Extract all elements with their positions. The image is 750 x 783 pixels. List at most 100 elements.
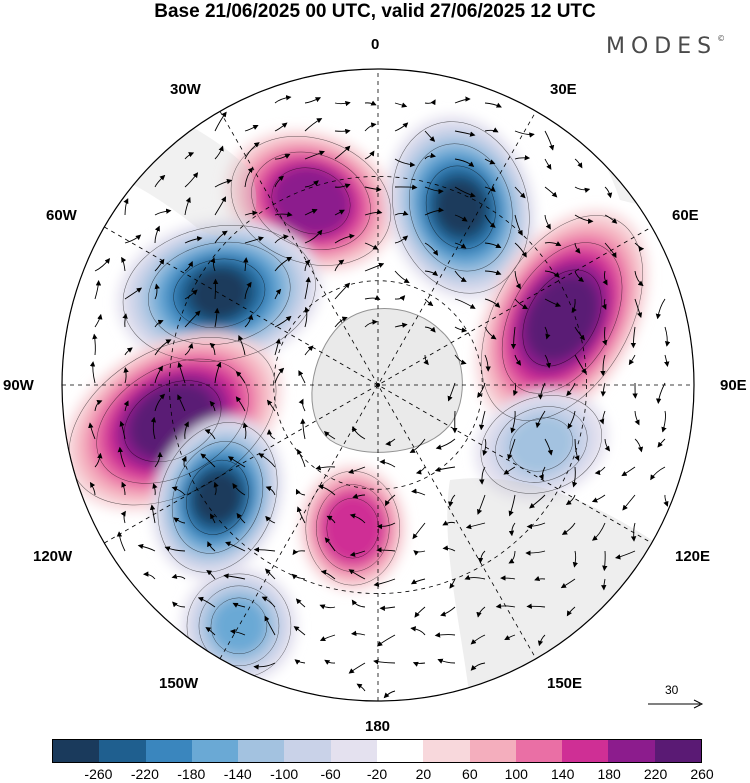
wind-vector	[412, 522, 426, 540]
lon-label-60w: 60W	[46, 207, 77, 224]
wind-vector	[304, 259, 311, 272]
wind-vector	[464, 574, 486, 580]
wind-vector	[184, 236, 203, 244]
wind-vector	[655, 298, 666, 320]
wind-vector	[634, 410, 640, 426]
colorbar-segment	[53, 740, 100, 762]
wind-vector	[514, 130, 535, 138]
wind-vector	[503, 466, 516, 475]
contour-line	[123, 380, 222, 463]
wind-vector	[373, 659, 396, 665]
wind-vector	[373, 578, 396, 587]
wind-vector	[334, 282, 351, 300]
contour-line	[198, 585, 280, 667]
wind-vector	[209, 400, 216, 412]
wind-vector	[214, 361, 222, 384]
wind-vector	[356, 683, 366, 692]
contour-line	[148, 241, 291, 345]
negative-anomaly-contour	[507, 414, 576, 475]
wind-vector	[171, 573, 186, 580]
wind-vector	[210, 257, 216, 272]
wind-vector	[544, 130, 555, 151]
wind-vector	[177, 394, 186, 412]
wind-vector	[544, 298, 562, 308]
wind-vector	[121, 481, 127, 496]
contour-line	[481, 215, 643, 421]
wind-vector	[349, 550, 366, 557]
wind-vector	[274, 153, 291, 160]
wind-vector	[296, 506, 306, 524]
wind-vector	[294, 659, 306, 665]
wind-vector	[449, 578, 456, 589]
colorbar-segment	[191, 740, 239, 762]
wind-vector	[661, 410, 667, 433]
wind-vector	[94, 399, 103, 412]
wind-vector	[394, 122, 409, 132]
wind-vector	[440, 606, 456, 617]
wind-vector	[599, 410, 606, 425]
colorbar-tick-label: -140	[223, 766, 252, 782]
negative-anomaly-contour	[210, 597, 267, 654]
wind-vector	[478, 410, 486, 431]
wind-vector	[454, 96, 471, 104]
wind-vector	[484, 354, 491, 372]
wind-vector	[223, 573, 246, 580]
wind-vector	[364, 122, 377, 132]
wind-vector	[149, 504, 156, 524]
wind-vector	[574, 438, 580, 462]
wind-vector	[94, 313, 103, 328]
wind-vector	[300, 418, 306, 440]
wind-vector	[154, 393, 166, 412]
wind-vector	[514, 186, 526, 199]
vector-scale-value: 30	[665, 683, 679, 697]
colorbar-segment	[562, 740, 609, 762]
wind-vector	[394, 102, 408, 108]
wind-vector	[214, 178, 233, 188]
wind-vector	[544, 186, 558, 198]
wind-vector	[315, 465, 336, 471]
wind-vector	[236, 512, 246, 524]
wind-vector	[454, 298, 476, 309]
lon-label-30e: 30E	[550, 81, 577, 98]
wind-vector	[574, 158, 583, 169]
wind-vector	[243, 257, 249, 272]
wind-vector	[514, 270, 521, 290]
wind-vector	[628, 354, 636, 366]
colorbar-tick-label: 60	[462, 766, 478, 782]
wind-vector	[566, 382, 576, 397]
wind-vector	[414, 606, 426, 618]
wind-vector	[482, 438, 488, 456]
wind-vector	[213, 481, 219, 496]
wind-vector	[561, 522, 576, 535]
wind-vector	[364, 150, 375, 160]
wind-vector	[364, 186, 382, 193]
map-title: Base 21/06/2025 00 UTC, valid 27/06/2025…	[154, 1, 596, 22]
lon-label-60e: 60E	[672, 207, 699, 224]
wind-vector	[351, 599, 366, 608]
lon-label-30w: 30W	[170, 81, 201, 98]
wind-vector	[544, 241, 562, 247]
positive-anomaly-contour	[327, 501, 378, 556]
wind-vector	[454, 158, 475, 167]
colorbar-tick-label: -20	[366, 766, 388, 782]
copyright-mark: ©	[717, 34, 726, 43]
wind-vector	[334, 100, 351, 107]
lon-label-150w: 150W	[159, 675, 199, 692]
colorbar-ticks: -260 -220 -180 -140 -100 -60 -20 20 60 100 140 180 2…	[0, 766, 750, 783]
negative-anomaly-contour	[192, 470, 243, 525]
wind-vector	[383, 690, 396, 699]
wind-vector	[470, 662, 486, 671]
wind-vector	[376, 634, 396, 647]
wind-vector	[565, 494, 576, 506]
wind-vector	[600, 382, 606, 397]
wind-vector	[209, 342, 216, 356]
brand-text: MODES	[606, 34, 718, 59]
wind-vector	[465, 522, 486, 530]
wind-vector	[214, 196, 227, 216]
wind-vector	[334, 183, 351, 189]
wind-vector	[484, 102, 502, 108]
wind-vector	[265, 486, 276, 496]
wind-vector	[274, 211, 293, 217]
wind-vector	[663, 494, 669, 507]
wind-vector	[123, 198, 129, 216]
